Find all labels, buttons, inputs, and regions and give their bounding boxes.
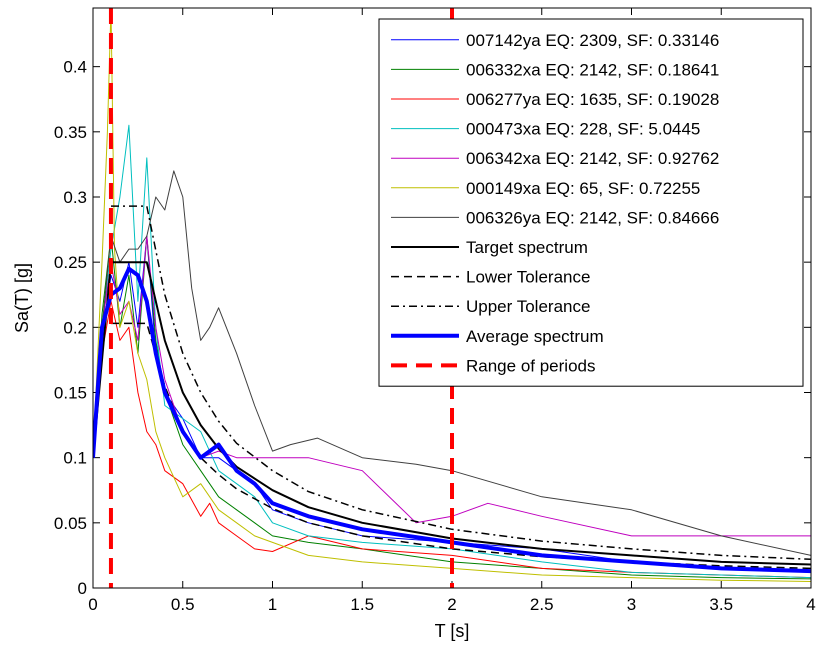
plot-frame (92, 7, 812, 589)
series-line (93, 261, 811, 566)
legend-entry: 006332xa EQ: 2142, SF: 0.18641 (466, 60, 719, 79)
series-line (93, 235, 811, 580)
series-lines (93, 8, 811, 582)
x-tick-label: 1 (268, 595, 277, 614)
x-tick-label: 3 (627, 595, 636, 614)
legend-entry: Range of periods (466, 356, 595, 375)
legend-entry: 000473xa EQ: 228, SF: 5.0445 (466, 120, 700, 139)
legend-entry: Upper Tolerance (466, 297, 590, 316)
legend-entry: Average spectrum (466, 327, 604, 346)
y-tick-label: 0.4 (63, 58, 87, 77)
x-tick-label: 2 (447, 595, 456, 614)
legend-entry: Target spectrum (466, 238, 588, 257)
x-tick-label: 0.5 (171, 595, 195, 614)
series-line (111, 205, 811, 561)
legend-entry: 007142ya EQ: 2309, SF: 0.33146 (466, 31, 719, 50)
x-tick-label: 4 (806, 595, 815, 614)
axis-ticks: 0 0.5 1 1.5 2 2.5 3 3.5 4 0 0.05 0.1 0.15 0.2 0.25 0.3 0… (54, 8, 816, 614)
series-line (93, 170, 811, 556)
x-tick-label: 2.5 (530, 595, 554, 614)
legend: 007142ya EQ: 2309, SF: 0.33146 006332xa E… (378, 18, 804, 387)
x-axis-label: T [s] (435, 621, 470, 641)
legend-entry: Lower Tolerance (466, 268, 590, 287)
legend-entry: 006277ya EQ: 1635, SF: 0.19028 (466, 90, 719, 109)
x-tick-label: 1.5 (350, 595, 374, 614)
y-tick-label: 0.2 (63, 318, 87, 337)
y-tick-label: 0 (78, 579, 87, 598)
y-tick-label: 0.1 (63, 449, 87, 468)
y-tick-label: 0.35 (54, 123, 87, 142)
legend-box (378, 18, 804, 387)
series-line (93, 8, 811, 582)
y-tick-label: 0.25 (54, 253, 87, 272)
x-tick-label: 0 (88, 595, 97, 614)
x-tick-label: 3.5 (709, 595, 733, 614)
y-axis-label: Sa(T) [g] (12, 263, 32, 333)
legend-entry: 000149xa EQ: 65, SF: 0.72255 (466, 179, 700, 198)
y-tick-label: 0.3 (63, 188, 87, 207)
y-tick-label: 0.15 (54, 383, 87, 402)
y-tick-label: 0.05 (54, 514, 87, 533)
series-line (93, 300, 811, 579)
legend-entry: 006342xa EQ: 2142, SF: 0.92762 (466, 149, 719, 168)
series-line (93, 266, 811, 574)
legend-entry: 006326ya EQ: 2142, SF: 0.84666 (466, 208, 719, 227)
